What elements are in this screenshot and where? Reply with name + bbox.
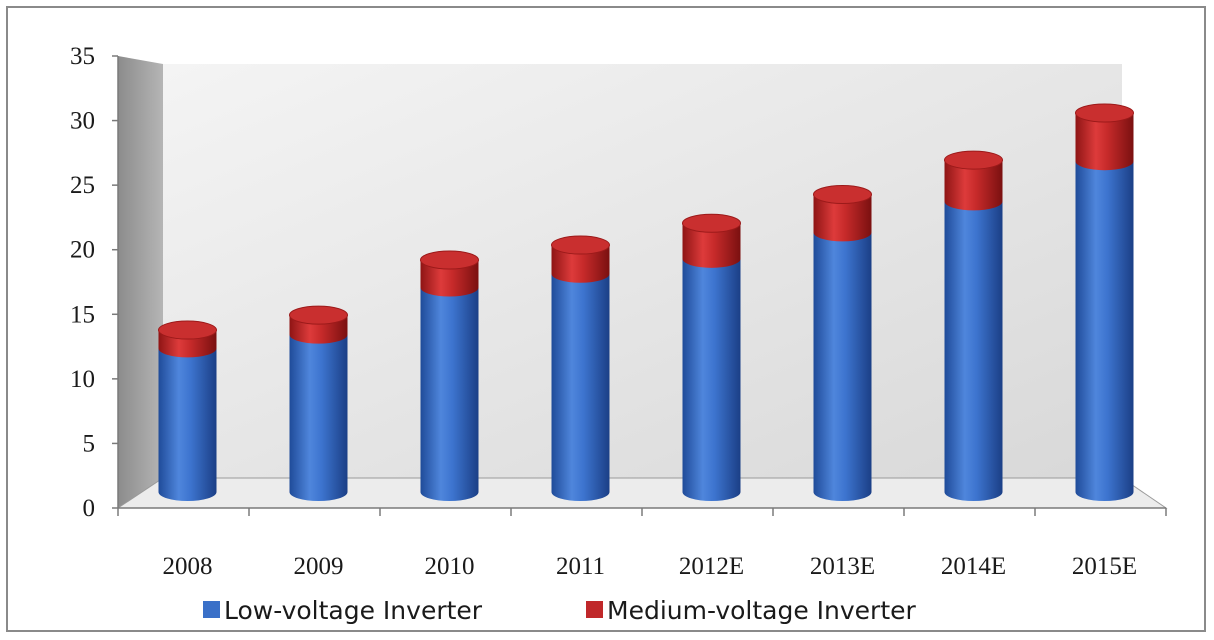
- bar-medium-voltage: [813, 185, 872, 242]
- y-tick-label: 15: [70, 301, 95, 328]
- legend: Low-voltage Inverter Medium-voltage Inve…: [203, 596, 917, 625]
- y-tick-label: 5: [83, 430, 96, 457]
- x-tick-label: 2008: [163, 553, 213, 580]
- bar-medium-voltage: [682, 213, 741, 268]
- bar-low-voltage: [813, 232, 872, 501]
- bar-low-voltage: [682, 258, 741, 501]
- y-tick-label: 0: [83, 495, 96, 522]
- y-tick-label: 10: [70, 366, 95, 393]
- bar-low-voltage: [944, 201, 1003, 501]
- y-tick-label: 20: [70, 237, 95, 264]
- bar-medium-voltage: [420, 250, 479, 297]
- x-tick-label: 2015E: [1072, 553, 1137, 580]
- bar-low-voltage: [1075, 161, 1134, 501]
- legend-label-low-voltage: Low-voltage Inverter: [224, 596, 483, 625]
- y-tick-label: 35: [70, 43, 95, 70]
- legend-swatch-medium-voltage: [586, 601, 603, 618]
- bar-medium-voltage: [1075, 103, 1134, 171]
- legend-label-medium-voltage: Medium-voltage Inverter: [607, 596, 917, 625]
- y-tick-label: 25: [70, 172, 95, 199]
- y-tick-label: 30: [70, 108, 95, 135]
- bar-low-voltage: [420, 287, 479, 501]
- bar-medium-voltage: [289, 305, 348, 344]
- bar-medium-voltage: [158, 320, 217, 358]
- category-labels: 2008 2009 2010 2011 2012E 2013E 2014E 2015E: [163, 553, 1138, 580]
- side-wall: [118, 56, 163, 508]
- bar-low-voltage: [289, 334, 348, 501]
- back-wall: [163, 64, 1122, 478]
- bar-low-voltage: [551, 273, 610, 501]
- x-tick-label: 2011: [556, 553, 605, 580]
- chart-walls: [116, 56, 1168, 509]
- bar-medium-voltage: [551, 235, 610, 283]
- x-tick-label: 2013E: [810, 553, 875, 580]
- floor: [116, 477, 1168, 509]
- bar-medium-voltage: [944, 150, 1003, 211]
- x-tick-marks: [117, 508, 1167, 516]
- y-tick-labels: 0 5 10 15 20 25 30 35: [70, 43, 118, 522]
- x-tick-label: 2010: [425, 553, 475, 580]
- x-tick-label: 2009: [294, 553, 344, 580]
- bar-low-voltage: [158, 348, 217, 501]
- x-tick-label: 2014E: [941, 553, 1006, 580]
- bars: [158, 103, 1134, 501]
- legend-swatch-low-voltage: [203, 601, 220, 618]
- x-tick-label: 2012E: [679, 553, 744, 580]
